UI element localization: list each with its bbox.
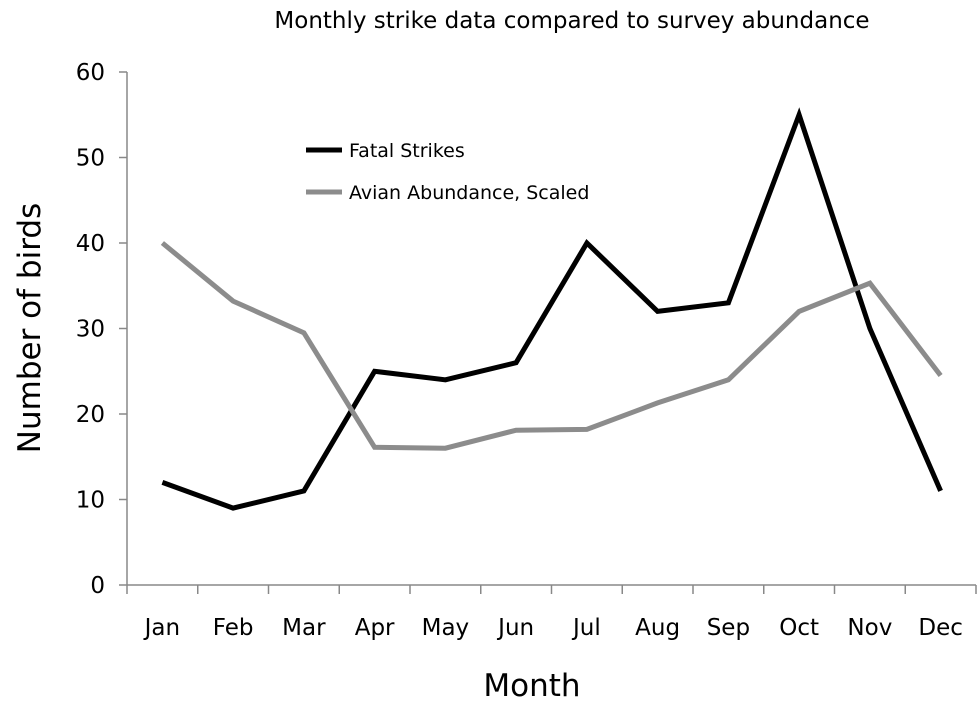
y-tick-label: 30 — [76, 317, 105, 343]
x-tick-label: Jun — [496, 615, 534, 641]
x-tick-label: Jul — [571, 615, 601, 641]
y-tick-label: 50 — [76, 146, 105, 172]
axes: 0 10 20 30 40 50 60 Jan Feb Mar Apr May Jun Jul Aug Sep… — [76, 60, 977, 641]
series-line-fatal-strikes — [161, 107, 943, 511]
series-lines — [160, 107, 943, 511]
x-tick-label: Feb — [213, 615, 254, 641]
x-tick-label: Nov — [847, 615, 892, 641]
y-tick-label: 40 — [76, 231, 105, 257]
legend-label: Fatal Strikes — [349, 140, 465, 162]
y-tick-label: 20 — [76, 402, 105, 428]
y-axis-title: Number of birds — [12, 203, 48, 453]
series-line-avian-abundance — [160, 241, 943, 451]
y-tick-label: 60 — [76, 60, 105, 86]
y-tick-label: 0 — [90, 573, 105, 599]
legend: Fatal Strikes Avian Abundance, Scaled — [306, 140, 589, 204]
legend-label: Avian Abundance, Scaled — [349, 182, 589, 204]
x-tick-label: Mar — [282, 615, 326, 641]
y-tick-label: 10 — [76, 488, 105, 514]
x-tick-label: Sep — [707, 615, 750, 641]
x-axis-title: Month — [483, 668, 580, 700]
chart-title: Monthly strike data compared to survey a… — [274, 8, 869, 34]
x-tick-label: May — [422, 615, 470, 641]
x-tick-label: Dec — [918, 615, 963, 641]
x-tick-label: Jan — [143, 615, 180, 641]
x-tick-label: Oct — [779, 615, 819, 641]
x-tick-label: Apr — [355, 615, 395, 641]
x-tick-label: Aug — [635, 615, 680, 641]
